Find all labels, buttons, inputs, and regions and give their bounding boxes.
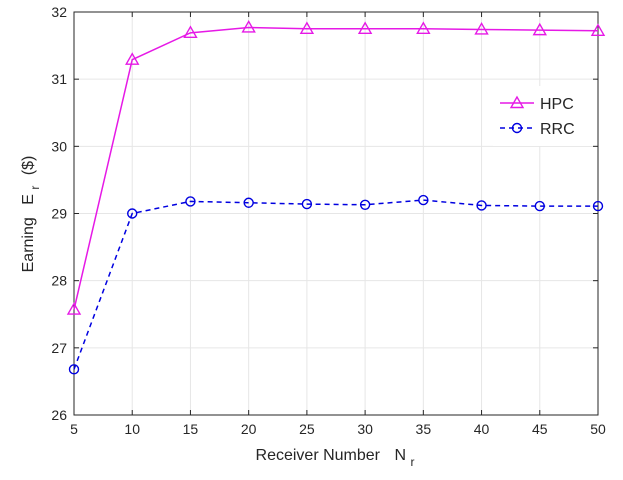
y-tick-label: 28	[51, 273, 67, 289]
data-point	[185, 196, 196, 207]
x-tick-label: 30	[357, 421, 373, 437]
legend-entry-hpc	[500, 95, 534, 109]
x-tick-label: 20	[241, 421, 257, 437]
data-point	[299, 21, 315, 34]
x-tick-label: 5	[70, 421, 78, 437]
y-axis-label: Earning	[20, 217, 37, 272]
x-axis-label: Receiver Number	[256, 447, 381, 464]
x-tick-label: 25	[299, 421, 315, 437]
series	[66, 20, 606, 375]
series-rrc	[68, 194, 604, 375]
legend-entry-rrc	[500, 122, 534, 134]
legend-marker	[511, 122, 523, 134]
data-point	[359, 199, 371, 210]
data-point	[416, 21, 431, 34]
data-point	[68, 364, 80, 375]
y-tick-label: 30	[51, 138, 67, 154]
x-tick-label: 35	[416, 421, 432, 437]
data-point	[418, 194, 429, 206]
series-hpc	[66, 20, 606, 315]
data-point	[474, 22, 489, 35]
x-axis-subscript: r	[410, 455, 414, 469]
y-tick-label: 27	[51, 340, 67, 356]
y-tick-label: 29	[51, 206, 67, 222]
data-point	[592, 200, 604, 212]
data-point	[534, 200, 545, 212]
y-axis-symbol: E	[20, 194, 37, 205]
data-point	[301, 198, 313, 210]
data-point	[357, 21, 373, 34]
legend-marker	[509, 95, 525, 109]
ticks: 5 10 15 20 25 30 35 40 45 50 26 27 28 29 30 31 32	[51, 4, 606, 437]
x-tick-label: 40	[474, 421, 490, 437]
data-point	[183, 25, 198, 39]
data-point	[241, 20, 256, 33]
data-point	[127, 208, 138, 219]
series-line	[73, 199, 598, 370]
x-tick-label: 45	[532, 421, 548, 437]
y-tick-label: 32	[51, 4, 67, 20]
legend: HPC RRC	[493, 86, 593, 146]
series-line	[73, 26, 599, 310]
data-point	[243, 197, 254, 208]
x-tick-label: 50	[590, 421, 606, 437]
x-axis-title: Receiver Number N r	[256, 447, 415, 469]
grid	[73, 11, 599, 416]
x-tick-label: 10	[124, 421, 140, 437]
data-point	[125, 52, 140, 65]
data-point	[66, 302, 82, 315]
data-point	[476, 200, 487, 211]
x-tick-label: 15	[183, 421, 199, 437]
legend-label-rrc: RRC	[540, 121, 575, 138]
y-axis-subscript: r	[28, 186, 42, 190]
legend-label-hpc: HPC	[540, 96, 574, 113]
legend-box	[493, 86, 593, 146]
y-axis-title: Earning E r ($)	[20, 156, 43, 273]
x-axis-symbol: N	[394, 447, 406, 464]
data-point	[590, 23, 606, 37]
y-tick-label: 26	[51, 407, 67, 423]
data-point	[532, 22, 547, 36]
y-axis-unit: ($)	[20, 156, 37, 176]
y-tick-label: 31	[51, 71, 67, 87]
